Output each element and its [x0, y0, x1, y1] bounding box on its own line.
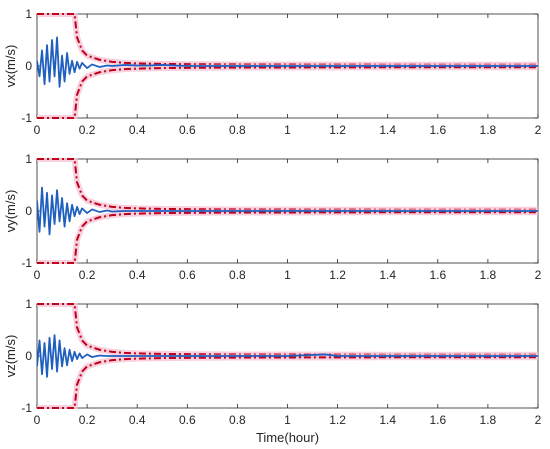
x-tick-label: 0.8 [229, 413, 246, 427]
y-tick-label: 1 [25, 297, 32, 311]
y-tick-label: 0 [25, 204, 32, 218]
x-tick-label: 0.8 [229, 268, 246, 282]
x-tick-label: 1.4 [379, 413, 396, 427]
x-tick-label: 1.6 [429, 413, 446, 427]
y-tick-label: 1 [25, 7, 32, 21]
x-tick-label: 0 [34, 413, 41, 427]
x-tick-label: 0.4 [129, 123, 146, 137]
x-tick-label: 0.4 [129, 413, 146, 427]
series-line-upper-bound [37, 13, 538, 66]
series-halo-upper-bound [37, 303, 538, 358]
x-tick-label: 0 [34, 268, 41, 282]
series-line-lower-bound [37, 211, 538, 264]
series-line-upper-bound [37, 303, 538, 356]
series-group [37, 158, 538, 264]
series-line-lower-bound [37, 66, 538, 119]
series-halo-lower-bound [37, 354, 538, 409]
x-tick-label: 0.2 [79, 413, 96, 427]
y-axis-label: vy(m/s) [3, 190, 18, 233]
y-tick-label: 0 [25, 59, 32, 73]
x-axis-label: Time(hour) [256, 430, 319, 445]
series-halo-upper-bound [37, 13, 538, 68]
y-axis-label: vz(m/s) [3, 335, 18, 378]
series-line-error [37, 334, 538, 378]
series-line-lower-bound [37, 356, 538, 409]
x-tick-label: 0.4 [129, 268, 146, 282]
subplot-3: 0 0.2 0.4 0.6 0.8 1 1.2 1.4 1.6 1.8 2-101vz(m/s)Ti… [3, 297, 542, 445]
series-line-error [37, 186, 538, 236]
x-tick-label: 1.8 [480, 413, 497, 427]
x-tick-label: 2 [535, 268, 542, 282]
x-tick-label: 1 [284, 123, 291, 137]
y-axis-label: vx(m/s) [3, 45, 18, 88]
series-line-upper-bound [37, 158, 538, 211]
x-tick-label: 0.2 [79, 123, 96, 137]
x-tick-label: 2 [535, 123, 542, 137]
x-tick-label: 0.6 [179, 413, 196, 427]
series-line-error [37, 36, 538, 88]
y-tick-label: 1 [25, 152, 32, 166]
y-tick-label: -1 [21, 111, 32, 125]
x-tick-label: 1.8 [480, 268, 497, 282]
x-tick-label: 0.6 [179, 268, 196, 282]
x-tick-label: 1 [284, 413, 291, 427]
x-tick-label: 1.4 [379, 268, 396, 282]
y-tick-label: 0 [25, 349, 32, 363]
x-tick-label: 0.8 [229, 123, 246, 137]
x-tick-label: 1.4 [379, 123, 396, 137]
x-tick-label: 0 [34, 123, 41, 137]
x-tick-label: 1.6 [429, 123, 446, 137]
series-halo-lower-bound [37, 209, 538, 264]
y-tick-label: -1 [21, 401, 32, 415]
x-tick-label: 1.8 [480, 123, 497, 137]
x-tick-label: 1.2 [329, 268, 346, 282]
series-group [37, 303, 538, 409]
x-tick-label: 0.2 [79, 268, 96, 282]
y-tick-label: -1 [21, 256, 32, 270]
x-tick-label: 1.2 [329, 413, 346, 427]
x-tick-label: 1.6 [429, 268, 446, 282]
x-tick-label: 2 [535, 413, 542, 427]
series-group [37, 13, 538, 119]
x-tick-label: 1 [284, 268, 291, 282]
x-tick-label: 1.2 [329, 123, 346, 137]
x-tick-label: 0.6 [179, 123, 196, 137]
series-halo-lower-bound [37, 64, 538, 119]
series-halo-upper-bound [37, 158, 538, 213]
